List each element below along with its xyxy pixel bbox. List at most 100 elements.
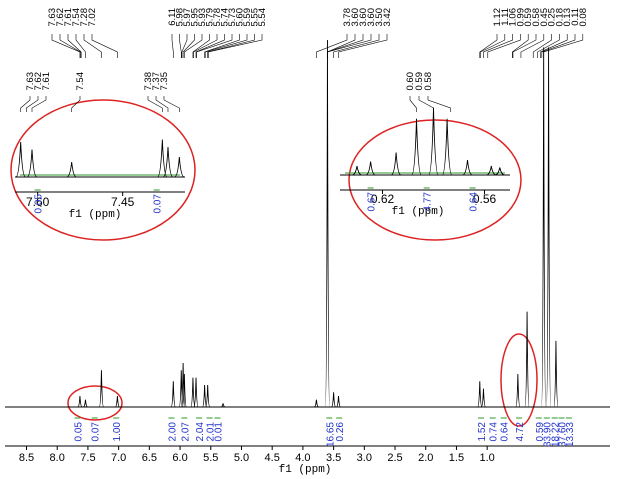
peak-label-leader bbox=[91, 34, 118, 58]
peak bbox=[331, 392, 336, 408]
peak-label: 5.93 bbox=[197, 8, 208, 27]
x-tick-label: 3.0 bbox=[357, 452, 372, 464]
peak-label: 5.55 bbox=[250, 8, 261, 27]
peak-label-leader bbox=[316, 34, 348, 58]
peak-label: 5.98 bbox=[175, 8, 186, 27]
integral-label: 1.00 bbox=[112, 422, 123, 442]
peak-label-leader bbox=[333, 34, 380, 58]
peak-label-leader bbox=[193, 34, 218, 58]
integral-label: 0.64 bbox=[500, 422, 511, 442]
x-tick-label: 8.0 bbox=[50, 452, 65, 464]
peak-label: 5.59 bbox=[242, 8, 253, 27]
peak-label: 0.45 bbox=[539, 8, 550, 27]
peak-label-leader bbox=[51, 34, 81, 58]
peak-label: 0.11 bbox=[570, 8, 581, 26]
integral-label: 33.90 bbox=[543, 422, 554, 447]
x-tick-label: 2.5 bbox=[387, 452, 402, 464]
peak bbox=[220, 403, 226, 408]
peak-label: 7.61 bbox=[63, 8, 74, 27]
x-tick-label: 0.56 bbox=[473, 192, 497, 206]
peak-label-leader bbox=[540, 34, 568, 58]
peak-label-leader bbox=[487, 34, 521, 58]
peak bbox=[515, 373, 521, 408]
peak bbox=[411, 118, 422, 176]
peak bbox=[546, 47, 552, 408]
peak-label-leader bbox=[192, 34, 210, 58]
peak-label-leader bbox=[26, 96, 39, 112]
peak-label: 6.11 bbox=[167, 8, 178, 26]
integral-label: 37.60 bbox=[557, 422, 568, 447]
peak-label-leader bbox=[31, 96, 47, 112]
peak-label: 5.60 bbox=[235, 8, 246, 27]
peak-label-leader bbox=[532, 34, 552, 58]
peak-label: 7.28 bbox=[79, 8, 90, 27]
peak bbox=[336, 395, 341, 408]
peak-label: 7.38 bbox=[143, 72, 154, 91]
peak bbox=[174, 156, 185, 178]
inset-axis-label: f1 (ppm) bbox=[69, 209, 122, 221]
peak-label: 5.79 bbox=[205, 8, 216, 27]
peak-label: 7.61 bbox=[41, 72, 52, 91]
x-tick-label: 1.5 bbox=[449, 452, 464, 464]
integral-label: 0.74 bbox=[489, 422, 500, 442]
x-tick-label: 4.5 bbox=[265, 452, 280, 464]
peak-label: 1.12 bbox=[492, 8, 503, 27]
peak bbox=[553, 340, 559, 408]
peak bbox=[365, 161, 376, 176]
peak-label: 5.54 bbox=[257, 8, 268, 27]
peak-label: 7.35 bbox=[159, 72, 170, 91]
peak bbox=[115, 395, 120, 408]
peak-label-leader bbox=[75, 34, 86, 58]
x-tick-label: 3.5 bbox=[326, 452, 341, 464]
highlight-ellipse bbox=[500, 333, 538, 427]
integral-label: 0.07 bbox=[91, 422, 102, 442]
peak bbox=[441, 118, 453, 176]
peak-label: 5.95 bbox=[190, 8, 201, 27]
inset-axis-label: f1 (ppm) bbox=[392, 206, 445, 218]
peak bbox=[391, 152, 402, 176]
peak bbox=[66, 161, 77, 178]
peak-label: 5.74 bbox=[220, 8, 231, 27]
peak-label: 0.59 bbox=[523, 8, 534, 27]
highlight-ellipse bbox=[67, 385, 123, 421]
peak-label-leader bbox=[208, 34, 263, 58]
peak-label: 7.37 bbox=[151, 72, 162, 91]
peak-label: 1.06 bbox=[508, 8, 519, 27]
peak-label-leader bbox=[184, 34, 203, 58]
peak-label: 0.58 bbox=[531, 8, 542, 27]
peak-label-leader bbox=[520, 34, 545, 58]
peak-label-leader bbox=[155, 96, 169, 112]
peak bbox=[462, 159, 473, 176]
integral-label: 16.65 bbox=[325, 422, 336, 447]
peak-label: 0.08 bbox=[578, 8, 589, 27]
peak-label: 7.63 bbox=[25, 72, 36, 91]
integral-label: 0.59 bbox=[535, 422, 546, 442]
highlight-ellipse bbox=[10, 99, 196, 241]
peak bbox=[162, 146, 174, 178]
peak-label-leader bbox=[327, 34, 372, 58]
x-tick-label: 7.0 bbox=[111, 452, 126, 464]
integral-label: 2.07 bbox=[180, 422, 191, 442]
peak-label: 0.60 bbox=[405, 72, 416, 91]
peak bbox=[26, 149, 38, 178]
peak-label-leader bbox=[483, 34, 513, 58]
peak bbox=[202, 384, 208, 408]
peak bbox=[180, 362, 186, 408]
peak bbox=[477, 381, 483, 408]
peak-label-leader bbox=[512, 34, 529, 58]
peak-label: 3.42 bbox=[382, 8, 393, 27]
peak-label: 7.02 bbox=[87, 8, 98, 27]
peak-label-leader bbox=[20, 96, 31, 112]
integral-label: 18.22 bbox=[551, 422, 562, 447]
peak-label: 0.59 bbox=[414, 72, 425, 91]
peak-label: 0.58 bbox=[423, 72, 434, 91]
peak bbox=[480, 388, 487, 408]
peak-label-leader bbox=[59, 34, 81, 58]
x-tick-label: 1.0 bbox=[480, 452, 495, 464]
peak bbox=[15, 141, 26, 178]
peak bbox=[170, 381, 176, 408]
peak-label: 0.99 bbox=[515, 8, 526, 27]
peak-label: 7.62 bbox=[55, 8, 66, 27]
peak-label: 3.60 bbox=[350, 8, 361, 27]
peak-label-leader bbox=[479, 34, 498, 58]
